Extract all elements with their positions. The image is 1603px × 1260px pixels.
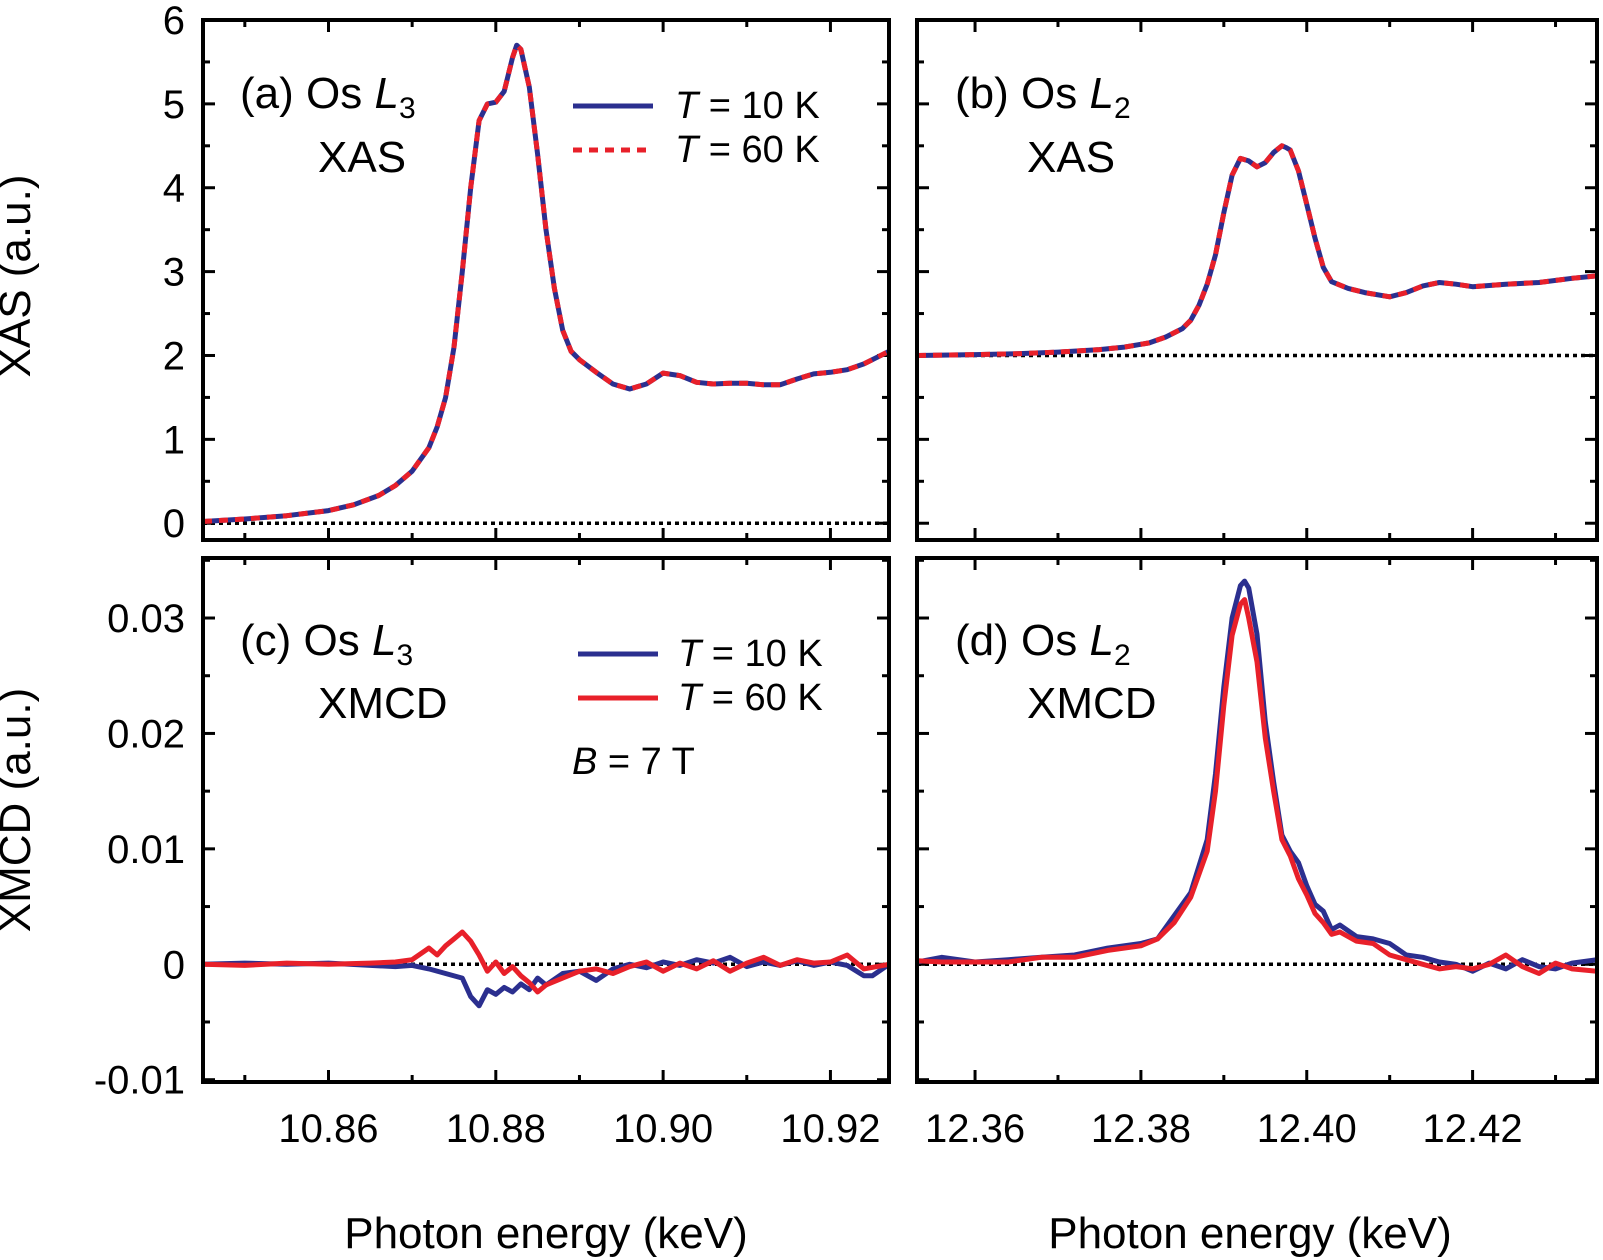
x-tick-label: 10.86 bbox=[278, 1107, 378, 1151]
y-tick-label: 5 bbox=[163, 83, 185, 127]
plot-frame bbox=[915, 18, 1599, 542]
panel-a-os-l3-xas: 0 1 2 3 4 5 6 (a) Os L3 XAS T = 10 KT = 60 K bbox=[163, 0, 891, 546]
panel-subtitle: XMCD bbox=[318, 679, 448, 728]
y-tick-label: 0 bbox=[163, 502, 185, 546]
y-tick-label: 6 bbox=[163, 0, 185, 43]
series-line-10k bbox=[917, 143, 1597, 358]
x-axis-title-right: Photon energy (keV) bbox=[1048, 1209, 1452, 1258]
x-tick-label: 10.90 bbox=[613, 1107, 713, 1151]
plot-frame bbox=[915, 556, 1599, 1084]
y-tick-label: 0.02 bbox=[107, 712, 185, 756]
y-tick-label: 0 bbox=[163, 943, 185, 987]
y-tick-label: 1 bbox=[163, 418, 185, 462]
plot-frame bbox=[201, 18, 891, 542]
legend-entry-label: T = 60 K bbox=[678, 677, 823, 719]
plot-frame bbox=[201, 556, 891, 1084]
x-tick-label: 12.40 bbox=[1257, 1107, 1357, 1151]
y-tick-label: -0.01 bbox=[94, 1059, 185, 1103]
legend-entry-label: T = 60 K bbox=[675, 129, 820, 171]
y-axis-title-xmcd: XMCD (a.u.) bbox=[0, 688, 40, 932]
panel-label: (c) Os L3 bbox=[240, 616, 413, 672]
y-tick-label: 2 bbox=[163, 334, 185, 378]
x-tick-label: 12.42 bbox=[1423, 1107, 1523, 1151]
legend-entry-label: T = 10 K bbox=[675, 85, 820, 127]
panel-label: (a) Os L3 bbox=[240, 69, 416, 125]
x-axis-title-left: Photon energy (keV) bbox=[344, 1209, 748, 1258]
series-line-60k bbox=[203, 929, 889, 995]
panel-c-os-l3-xmcd: 10.86 10.88 10.90 10.92 -0.01 0 0.01 0.02 0.03 (c… bbox=[94, 556, 891, 1151]
panel-label: (b) Os L2 bbox=[955, 69, 1131, 125]
series-line-60k bbox=[203, 42, 889, 524]
x-tick-label: 12.38 bbox=[1091, 1107, 1191, 1151]
x-tick-label: 10.92 bbox=[780, 1107, 880, 1151]
y-tick-label: 0.03 bbox=[107, 597, 185, 641]
panel-b-os-l2-xas: (b) Os L2 XAS bbox=[915, 18, 1599, 542]
panel-label: (d) Os L2 bbox=[955, 616, 1131, 672]
series-line-60k bbox=[917, 143, 1597, 358]
field-note: B = 7 T bbox=[572, 741, 695, 783]
y-tick-label: 3 bbox=[163, 251, 185, 295]
y-tick-label: 4 bbox=[163, 167, 185, 211]
panel-subtitle: XAS bbox=[1027, 133, 1115, 182]
panel-subtitle: XAS bbox=[318, 133, 406, 182]
legend-entry-label: T = 10 K bbox=[678, 633, 823, 675]
x-tick-label: 12.36 bbox=[925, 1107, 1025, 1151]
series-line-60k bbox=[917, 597, 1597, 976]
y-tick-label: 0.01 bbox=[107, 828, 185, 872]
x-tick-label: 10.88 bbox=[446, 1107, 546, 1151]
panel-subtitle: XMCD bbox=[1027, 679, 1157, 728]
panel-d-os-l2-xmcd: 12.36 12.38 12.40 12.42 (d) Os L2 XMCD bbox=[915, 556, 1599, 1151]
y-axis-title-xas: XAS (a.u.) bbox=[0, 175, 40, 378]
